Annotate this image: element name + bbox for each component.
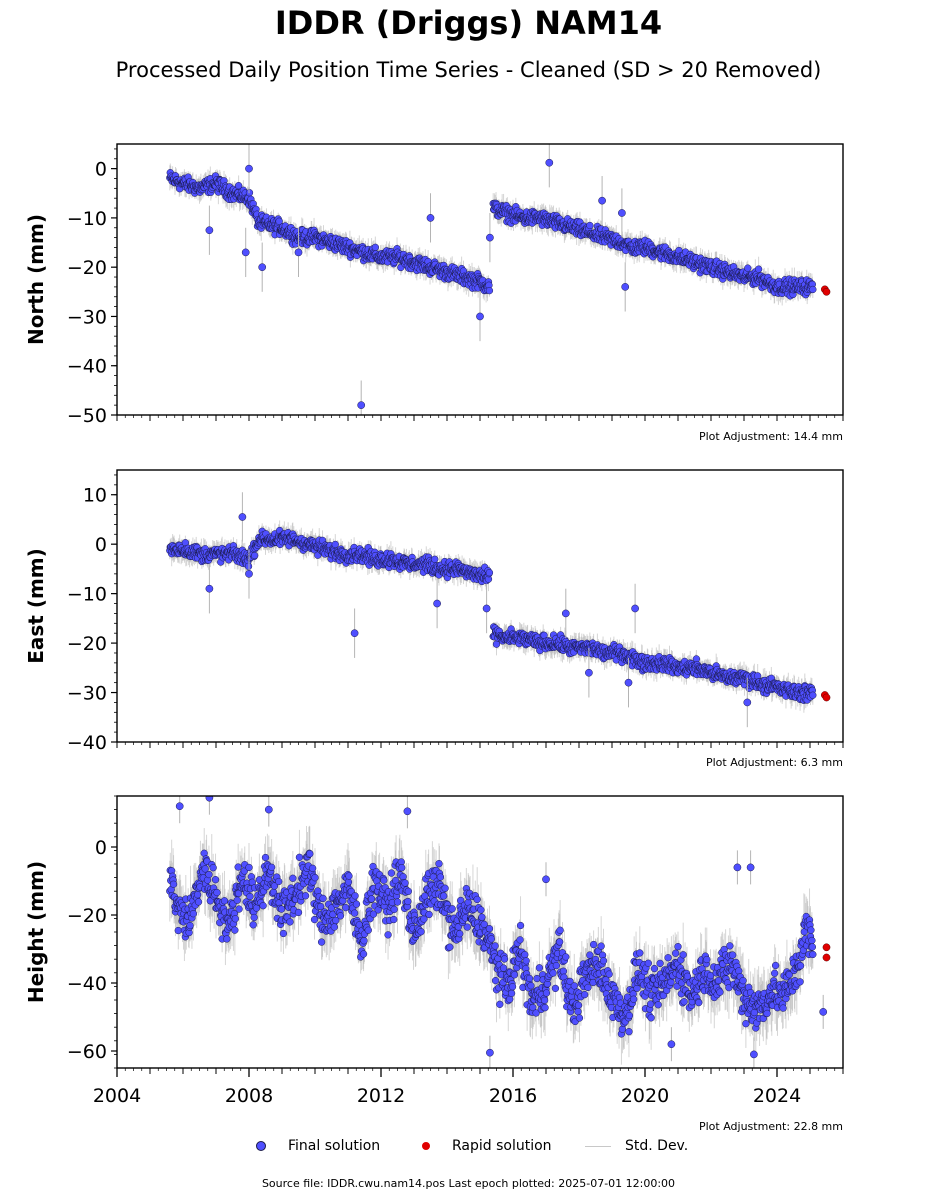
chart-subtitle: Processed Daily Position Time Series - C… bbox=[115, 58, 822, 82]
chart-title: IDDR (Driggs) NAM14 bbox=[274, 4, 663, 42]
panel-1-ytick-label: −40 bbox=[67, 356, 107, 378]
panel-1-final-point bbox=[234, 181, 243, 190]
panel-1-outlier-point bbox=[241, 248, 250, 257]
panel-1-final-point bbox=[485, 286, 494, 295]
panel-1-final-point bbox=[754, 265, 763, 273]
panel-1-outlier-point bbox=[476, 312, 484, 321]
panel-2-final-point bbox=[251, 551, 259, 560]
panel-1-final-point bbox=[809, 285, 817, 294]
panel-1-ytick-label: −20 bbox=[67, 257, 107, 279]
panel-1-outlier-point bbox=[486, 233, 494, 242]
panel-1-outlier-point bbox=[598, 196, 606, 205]
panel-1-adjustment: Plot Adjustment: 14.4 mm bbox=[699, 430, 843, 443]
panel-2-final-point bbox=[331, 540, 339, 549]
panel-2-final-point bbox=[492, 640, 501, 648]
panel-1-rapid-point bbox=[822, 287, 831, 296]
panel-1-ytick-label: −50 bbox=[67, 405, 107, 427]
panel-1-outlier-point bbox=[357, 401, 366, 409]
panel-1-outlier-point bbox=[618, 209, 626, 217]
panel-1-outlier-point bbox=[205, 226, 214, 235]
panel-1-final-point bbox=[371, 243, 379, 251]
panel-1-outlier-point bbox=[258, 263, 267, 272]
panel-1-outlier-point bbox=[426, 214, 435, 222]
panel-1-ylabel: North (mm) bbox=[24, 214, 48, 345]
panel-1-outlier-point bbox=[294, 248, 303, 257]
panel-2-final-point bbox=[431, 555, 439, 563]
panel-1-final-point bbox=[275, 217, 283, 225]
panel-1-data-area bbox=[166, 144, 831, 415]
panel-1-final-point bbox=[744, 264, 752, 272]
panel-2-final-point bbox=[485, 569, 494, 577]
panel-2-data-area bbox=[166, 492, 831, 728]
panel-1-final-point bbox=[586, 221, 594, 230]
panel-1-ytick-label: −10 bbox=[67, 208, 107, 230]
panel-1-ytick-label: 0 bbox=[95, 159, 107, 181]
panel-1-outlier-point bbox=[245, 164, 253, 173]
panel-1-ytick-label: −30 bbox=[67, 306, 107, 328]
panel-1-outlier-point bbox=[545, 158, 554, 167]
panel-1-outlier-point bbox=[621, 283, 630, 291]
